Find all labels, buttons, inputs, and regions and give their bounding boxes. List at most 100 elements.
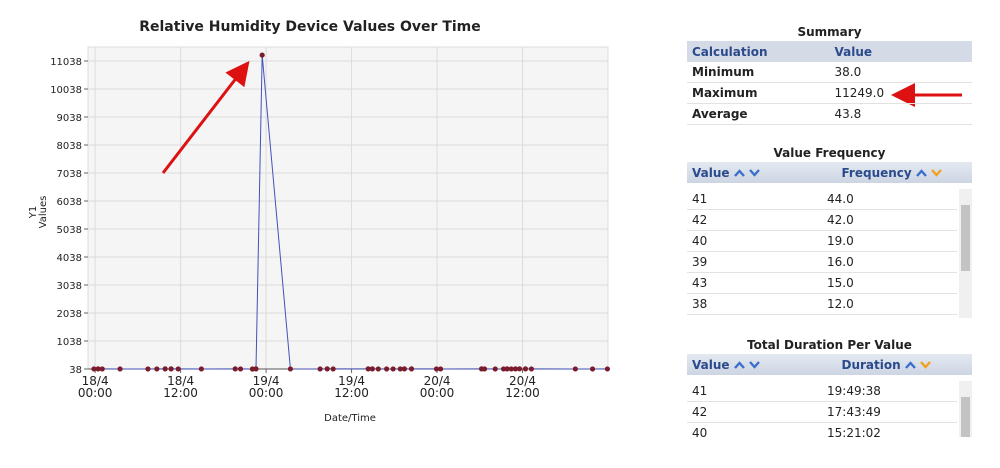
point xyxy=(408,366,415,372)
chart: Relative Humidity Device Values Over Tim… xyxy=(28,19,611,424)
cell: 44.0 xyxy=(827,192,854,206)
sort-icon[interactable] xyxy=(904,361,916,369)
point xyxy=(237,366,244,372)
x-axis-label: Date/Time xyxy=(324,413,376,424)
header-cell: Calculation xyxy=(687,45,830,59)
cell: 40 xyxy=(692,234,708,248)
point xyxy=(397,366,403,372)
point xyxy=(433,366,440,372)
point xyxy=(330,366,336,372)
point xyxy=(259,52,265,58)
point xyxy=(317,366,323,372)
point xyxy=(481,366,488,372)
scrollbar[interactable] xyxy=(959,189,972,318)
table-title: Value Frequency xyxy=(773,146,886,160)
table-row: 43 15.0 xyxy=(687,273,957,294)
sort-icon[interactable] xyxy=(733,169,745,177)
header-text: Value xyxy=(692,357,730,372)
cell: 15.0 xyxy=(827,276,854,290)
header-cell[interactable]: Duration xyxy=(830,358,973,372)
point xyxy=(175,366,181,372)
point xyxy=(198,366,204,372)
point xyxy=(232,366,238,372)
y-tick-label: 2038 xyxy=(57,309,82,320)
cell: 43 xyxy=(692,276,708,290)
scroll-thumb[interactable] xyxy=(961,205,970,271)
table-row: 41 44.0 xyxy=(687,189,957,210)
point xyxy=(99,366,105,372)
sort-icon[interactable] xyxy=(748,169,760,177)
table-row: 41 19:49:38 xyxy=(687,381,957,402)
point xyxy=(604,366,611,372)
table-row: 40 15:21:02 xyxy=(687,423,957,437)
y-tick-label: 38 xyxy=(69,365,82,376)
cell: 17:43:49 xyxy=(827,405,881,419)
table-row: 40 19.0 xyxy=(687,231,957,252)
sort-icon[interactable] xyxy=(915,169,927,177)
plot-area xyxy=(87,46,609,370)
cell: Minimum xyxy=(692,65,755,79)
point xyxy=(375,366,381,372)
point xyxy=(589,366,596,372)
y-tick-label: 7038 xyxy=(57,169,82,180)
cell: 15:21:02 xyxy=(827,426,881,437)
point xyxy=(383,366,390,372)
table-body: 41 44.0 42 42.0 40 19.0 39 16.0 43 15.0 38 12.0 459.… xyxy=(687,189,972,318)
header-cell[interactable]: Value xyxy=(687,358,830,372)
point xyxy=(117,366,123,372)
y-tick-label: 5038 xyxy=(57,225,82,236)
point xyxy=(369,366,375,372)
sort-icon[interactable] xyxy=(733,361,745,369)
cell: 16.0 xyxy=(827,255,854,269)
cell: 42.0 xyxy=(827,213,854,227)
header-text: Value xyxy=(692,165,730,180)
x-tick-label: 19/4 00:00 xyxy=(249,374,284,400)
point xyxy=(145,366,151,372)
table-header: Calculation Value xyxy=(687,41,972,62)
point xyxy=(95,366,101,372)
sort-icon[interactable] xyxy=(919,361,931,369)
x-tick-label: 20/4 00:00 xyxy=(420,374,455,400)
y-tick-label: 8038 xyxy=(57,141,82,152)
point xyxy=(504,366,510,372)
point xyxy=(154,366,160,372)
y-tick-label: 9038 xyxy=(57,113,82,124)
sort-icon[interactable] xyxy=(930,169,942,177)
table-header: Value Frequency xyxy=(687,162,972,183)
point xyxy=(162,366,168,372)
point xyxy=(528,366,535,372)
header-text: Duration xyxy=(841,357,901,372)
cell: Average xyxy=(692,107,748,121)
cell: 12.0 xyxy=(827,297,854,311)
point xyxy=(287,366,294,372)
cell: Maximum xyxy=(692,86,758,100)
point xyxy=(516,366,523,372)
scrollbar[interactable] xyxy=(959,381,972,437)
y-tick-label: 10038 xyxy=(50,85,82,96)
table-title: Summary xyxy=(797,25,862,39)
y-tick-label: 4038 xyxy=(57,253,82,264)
header-cell: Value xyxy=(830,45,973,59)
cell: 41 xyxy=(692,384,708,398)
table: Value Frequency Value Frequency 41 44.0 42 42.… xyxy=(687,146,972,318)
cell: 39 xyxy=(692,255,708,269)
table-row: 42 42.0 xyxy=(687,210,957,231)
point xyxy=(91,366,97,372)
scroll-thumb[interactable] xyxy=(961,397,970,437)
x-tick-label: 20/4 12:00 xyxy=(505,374,540,400)
x-tick-label: 18/4 12:00 xyxy=(163,374,198,400)
header-text: Calculation xyxy=(692,44,768,59)
cell: 42 xyxy=(692,213,708,227)
point xyxy=(324,366,330,372)
cell: 40 xyxy=(692,426,708,437)
header-cell[interactable]: Value xyxy=(687,166,830,180)
header-text: Value xyxy=(834,44,873,59)
cell: 11249.0 xyxy=(834,86,885,100)
sort-icon[interactable] xyxy=(748,361,760,369)
table-body: Minimum 38.0 Maximum 11249.0 Average 43.8 xyxy=(687,62,972,125)
header-text: Frequency xyxy=(841,165,912,180)
point xyxy=(492,366,498,372)
cell: 19:49:38 xyxy=(827,384,881,398)
header-cell[interactable]: Frequency xyxy=(830,166,973,180)
